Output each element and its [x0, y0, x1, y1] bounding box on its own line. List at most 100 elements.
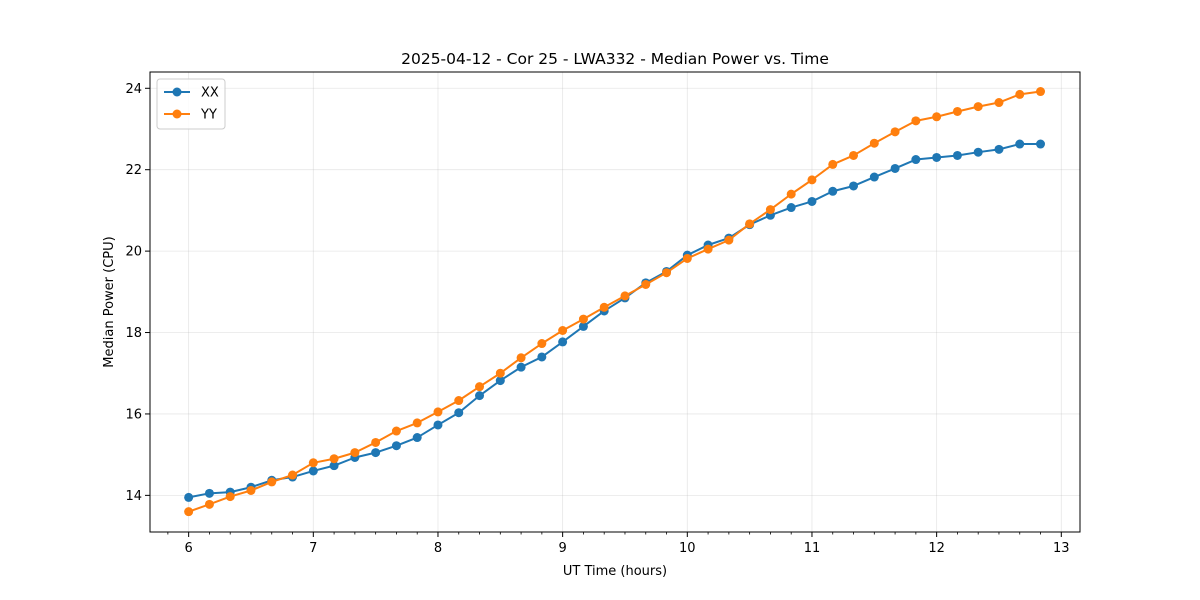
data-point-yy — [745, 219, 755, 229]
data-point-yy — [849, 150, 859, 160]
x-axis-label: UT Time (hours) — [563, 564, 667, 579]
data-point-xx — [849, 181, 859, 191]
data-point-yy — [308, 458, 318, 468]
data-point-yy — [1015, 89, 1025, 99]
data-point-yy — [371, 437, 381, 447]
data-point-xx — [454, 408, 464, 418]
data-point-yy — [786, 189, 796, 199]
y-axis-ticks: 14 16 18 20 22 24 — [125, 82, 150, 504]
x-tick-label: 6 — [185, 541, 193, 556]
legend-marker — [172, 109, 182, 119]
data-point-yy — [932, 112, 942, 122]
data-point-yy — [724, 235, 734, 245]
data-point-yy — [807, 175, 817, 185]
data-point-yy — [475, 382, 485, 392]
data-point-yy — [869, 138, 879, 148]
data-point-xx — [371, 448, 381, 458]
legend-label: XX — [201, 86, 219, 101]
data-point-yy — [433, 407, 443, 417]
data-point-yy — [911, 116, 921, 126]
data-point-xx — [786, 203, 796, 213]
data-point-yy — [682, 253, 692, 263]
data-point-yy — [828, 159, 838, 169]
data-point-yy — [184, 507, 194, 517]
plot-series — [184, 87, 1046, 517]
data-point-xx — [973, 147, 983, 157]
data-point-yy — [765, 205, 775, 215]
data-point-yy — [662, 268, 672, 278]
legend: XX YY — [156, 78, 226, 130]
data-point-yy — [412, 418, 422, 428]
y-tick-label: 22 — [125, 163, 142, 178]
data-point-yy — [620, 291, 630, 301]
y-tick-label: 18 — [125, 326, 142, 341]
data-point-xx — [433, 420, 443, 430]
data-point-xx — [869, 172, 879, 182]
data-point-xx — [558, 337, 568, 347]
data-point-yy — [973, 102, 983, 112]
data-point-xx — [994, 144, 1004, 154]
data-point-xx — [890, 163, 900, 173]
data-point-xx — [537, 352, 547, 362]
data-point-xx — [1036, 139, 1046, 149]
legend-entry-xx: XX — [164, 86, 219, 101]
data-point-yy — [599, 302, 609, 312]
y-tick-label: 20 — [125, 245, 142, 260]
data-point-xx — [828, 186, 838, 196]
data-point-yy — [225, 492, 235, 502]
data-point-xx — [952, 150, 962, 160]
legend-entry-yy: YY — [164, 108, 217, 123]
y-axis-label: Median Power (CPU) — [102, 236, 117, 367]
data-point-yy — [391, 426, 401, 436]
data-point-xx — [578, 321, 588, 331]
data-point-xx — [391, 441, 401, 451]
data-point-yy — [641, 279, 651, 289]
data-point-xx — [308, 466, 318, 476]
data-point-xx — [516, 362, 526, 372]
data-point-xx — [204, 488, 214, 498]
data-point-yy — [578, 314, 588, 324]
grid — [150, 72, 1080, 532]
data-point-yy — [350, 448, 360, 458]
x-tick-label: 10 — [679, 541, 696, 556]
data-point-yy — [288, 470, 298, 480]
legend-label: YY — [200, 108, 217, 123]
data-point-xx — [495, 376, 505, 386]
data-point-xx — [412, 433, 422, 443]
data-point-yy — [516, 353, 526, 363]
x-tick-label: 13 — [1053, 541, 1070, 556]
data-point-yy — [952, 106, 962, 116]
data-point-yy — [537, 339, 547, 349]
data-point-xx — [1015, 139, 1025, 149]
x-tick-label: 12 — [928, 541, 945, 556]
plot-frame — [149, 71, 1081, 533]
x-tick-label: 7 — [309, 541, 317, 556]
y-tick-label: 24 — [125, 82, 142, 97]
x-tick-label: 9 — [559, 541, 567, 556]
y-tick-label: 16 — [125, 407, 142, 422]
data-point-xx — [184, 492, 194, 502]
data-point-xx — [932, 152, 942, 162]
data-point-yy — [1036, 87, 1046, 97]
x-tick-label: 11 — [804, 541, 821, 556]
data-point-xx — [475, 391, 485, 401]
y-tick-label: 14 — [125, 489, 142, 504]
legend-marker — [172, 87, 182, 97]
data-point-yy — [329, 454, 339, 464]
data-point-yy — [454, 396, 464, 406]
x-tick-label: 8 — [434, 541, 442, 556]
data-point-yy — [246, 485, 256, 495]
data-point-yy — [703, 244, 713, 254]
data-point-yy — [495, 368, 505, 378]
chart-title: 2025-04-12 - Cor 25 - LWA332 - Median Po… — [401, 50, 829, 68]
data-point-xx — [329, 461, 339, 471]
data-point-yy — [994, 98, 1004, 108]
data-point-xx — [807, 196, 817, 206]
data-point-xx — [911, 155, 921, 165]
data-point-yy — [890, 127, 900, 137]
data-point-yy — [558, 325, 568, 335]
data-point-yy — [267, 477, 277, 487]
data-point-yy — [204, 499, 214, 509]
x-axis-ticks: 6 7 8 9 10 11 12 13 — [167, 532, 1070, 556]
